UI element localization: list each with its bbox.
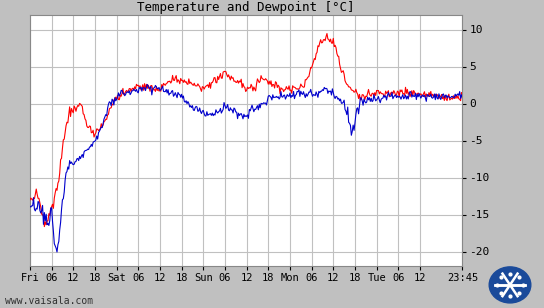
Text: -15: -15 [469,210,490,220]
Text: -5: -5 [469,136,483,146]
Text: -10: -10 [469,173,490,183]
Text: -20: -20 [469,247,490,257]
Text: 10: 10 [469,25,483,35]
Text: 0: 0 [469,99,476,109]
Circle shape [489,267,531,303]
Text: www.vaisala.com: www.vaisala.com [5,297,94,306]
Title: Temperature and Dewpoint [°C]: Temperature and Dewpoint [°C] [138,1,355,14]
Text: 5: 5 [469,62,476,72]
